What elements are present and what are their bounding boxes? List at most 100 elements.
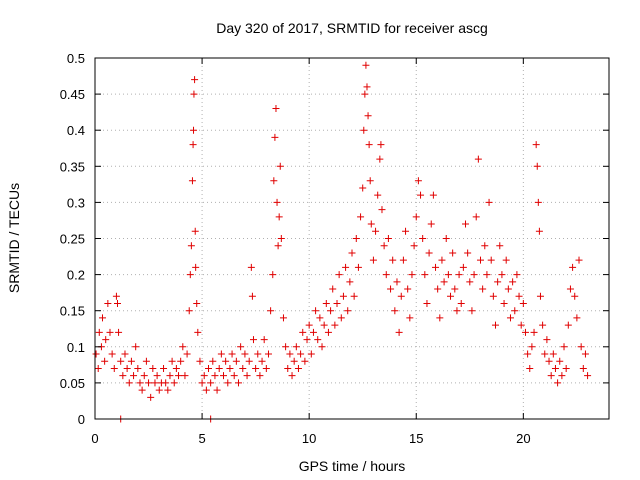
data-point: [429, 191, 437, 199]
data-point: [142, 357, 150, 365]
data-point: [569, 263, 577, 271]
data-point: [511, 307, 519, 315]
data-point: [579, 364, 587, 372]
data-point: [382, 271, 390, 279]
data-point: [322, 299, 330, 307]
data-point: [138, 386, 146, 394]
data-point: [449, 249, 457, 257]
data-point: [185, 307, 193, 315]
x-tick-label: 10: [302, 431, 316, 446]
data-point: [247, 263, 255, 271]
data-point: [200, 372, 208, 380]
x-axis-label: GPS time / hours: [299, 458, 406, 474]
data-point: [209, 357, 217, 365]
data-point: [543, 336, 551, 344]
data-point: [496, 242, 504, 250]
data-point: [190, 90, 198, 98]
data-point: [374, 191, 382, 199]
data-point: [101, 357, 109, 365]
data-point: [155, 386, 163, 394]
data-point: [337, 314, 345, 322]
data-point: [410, 242, 418, 250]
data-point: [562, 364, 570, 372]
data-point: [481, 242, 489, 250]
data-point: [123, 364, 131, 372]
data-point: [98, 314, 106, 322]
y-tick-label: 0.35: [60, 159, 85, 174]
data-point: [442, 235, 450, 242]
data-point: [299, 328, 307, 336]
data-point: [215, 364, 223, 372]
data-point: [151, 379, 159, 387]
x-tick-label: 5: [198, 431, 205, 446]
data-point: [344, 307, 352, 315]
data-point: [575, 256, 583, 264]
data-point: [376, 155, 384, 163]
data-point: [241, 350, 249, 358]
data-point: [282, 343, 290, 351]
data-point: [324, 328, 332, 336]
data-point: [140, 372, 148, 380]
data-point: [189, 141, 197, 149]
data-point: [393, 278, 401, 286]
data-point: [245, 357, 253, 365]
data-point: [399, 256, 407, 264]
data-point: [408, 271, 416, 279]
data-point: [132, 343, 140, 351]
data-point: [457, 299, 465, 307]
data-point: [186, 271, 194, 279]
data-point: [211, 372, 219, 380]
data-point: [117, 357, 125, 365]
data-point: [397, 292, 405, 300]
data-point: [269, 271, 277, 279]
data-point: [519, 299, 527, 307]
data-point: [485, 198, 493, 206]
data-point: [162, 379, 170, 387]
data-point: [232, 357, 240, 365]
data-point: [175, 372, 183, 380]
data-point: [95, 328, 103, 336]
data-point: [533, 162, 541, 170]
data-point: [387, 285, 395, 293]
data-point: [412, 213, 420, 221]
data-point: [196, 357, 204, 365]
data-point: [108, 350, 116, 358]
data-point: [297, 350, 305, 358]
data-point: [149, 364, 157, 372]
data-point: [534, 198, 542, 206]
data-point: [566, 285, 574, 293]
data-point: [577, 343, 585, 351]
x-tick-label: 15: [409, 431, 423, 446]
data-point: [530, 328, 538, 336]
data-point: [535, 227, 543, 235]
data-point: [369, 256, 377, 264]
data-point: [427, 220, 435, 228]
data-point: [134, 364, 142, 372]
data-point: [264, 350, 272, 358]
data-point: [526, 364, 534, 372]
data-point: [329, 285, 337, 293]
data-point: [462, 220, 470, 228]
data-point: [102, 336, 110, 344]
data-point: [115, 328, 123, 336]
data-point: [271, 133, 279, 141]
data-point: [192, 263, 200, 271]
data-point: [444, 271, 452, 279]
y-tick-label: 0.05: [60, 376, 85, 391]
data-point: [438, 256, 446, 264]
data-point: [316, 314, 324, 322]
data-point: [274, 242, 282, 250]
data-point: [556, 357, 564, 365]
data-point: [453, 307, 461, 315]
data-point: [331, 321, 339, 329]
data-point: [260, 336, 268, 344]
data-point: [360, 126, 368, 134]
data-point: [92, 350, 100, 358]
data-point: [262, 364, 270, 372]
data-point: [423, 299, 431, 307]
data-point: [500, 299, 508, 307]
data-point: [517, 321, 525, 329]
data-point: [414, 177, 422, 185]
data-point: [228, 350, 236, 358]
data-point: [194, 328, 202, 336]
